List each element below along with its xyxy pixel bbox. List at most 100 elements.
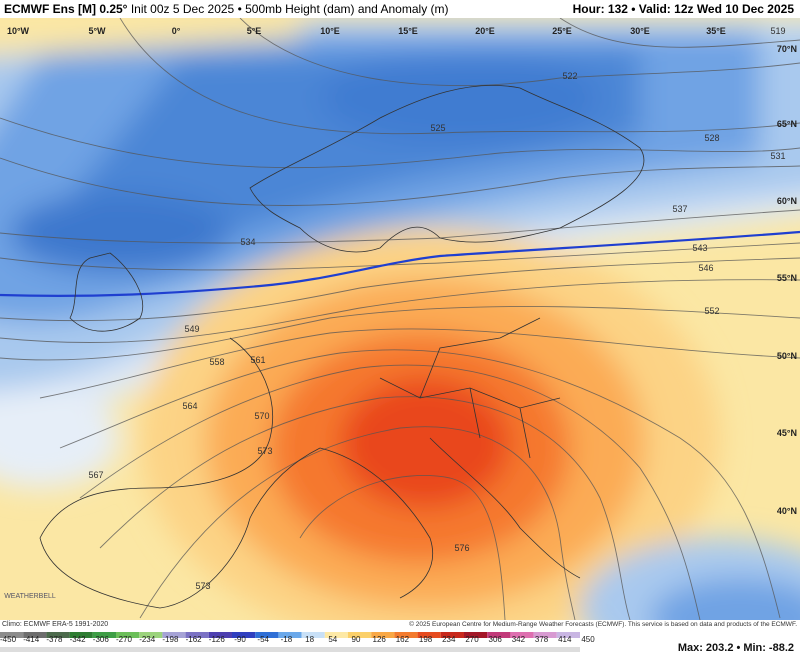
longitude-label: 35°E [706, 26, 726, 36]
contour-label: 531 [770, 151, 785, 161]
contour-label: 549 [184, 324, 199, 334]
longitude-label: 30°E [630, 26, 650, 36]
colorbar-swatch [278, 632, 302, 638]
colorbar-label: 90 [352, 635, 361, 644]
colorbar-label: -90 [234, 635, 246, 644]
contour-label: 570 [254, 411, 269, 421]
contour-label: 564 [182, 401, 197, 411]
contour-label: 552 [704, 306, 719, 316]
colorbar-label: 306 [489, 635, 503, 644]
colorbar-label: -18 [281, 635, 293, 644]
colorbar-label: -414 [23, 635, 40, 644]
contour-label: 573 [195, 581, 210, 591]
colorbar-swatch [440, 632, 464, 638]
longitude-label: 20°E [475, 26, 495, 36]
stat-separator: • [736, 642, 740, 654]
colorbar-label: -378 [46, 635, 63, 644]
colorbar-label: 270 [465, 635, 479, 644]
reference-contour [0, 230, 800, 297]
colorbar-swatch [301, 632, 325, 638]
colorbar-label: 450 [581, 635, 595, 644]
climo-note: Climo: ECMWF ERA-5 1991-2020 [2, 621, 108, 628]
contour-label: 522 [562, 71, 577, 81]
coastlines [39, 85, 645, 609]
model: ECMWF Ens [M] 0.25° [4, 2, 128, 16]
longitude-label: 25°E [552, 26, 572, 36]
latitude-label: 60°N [777, 196, 797, 206]
longitude-label: 5°E [247, 26, 262, 36]
colorbar-label: 342 [512, 635, 526, 644]
contour-label: 576 [454, 543, 469, 553]
colorbar-label: 378 [535, 635, 549, 644]
colorbar-label: -234 [139, 635, 156, 644]
colorbar-label: 198 [419, 635, 433, 644]
colorbar: -450 -414 -378 -342 -306 -270 -234 -198 -162 -126… [0, 632, 794, 654]
colorbar-swatch [46, 632, 70, 638]
contour-label: 528 [704, 133, 719, 143]
contour-label: 573 [257, 446, 272, 456]
contour-label: 525 [430, 123, 445, 133]
colorbar-label: 162 [396, 635, 410, 644]
latitude-label: 70°N [777, 44, 797, 54]
colorbar-swatch [487, 632, 511, 638]
colorbar-label: -450 [0, 635, 17, 644]
latitude-label: 55°N [777, 273, 797, 283]
colorbar-label: -54 [257, 635, 269, 644]
longitude-label: 5°W [88, 26, 106, 36]
anomaly-field [0, 18, 800, 620]
contour-label: 519 [770, 26, 785, 36]
colorbar-label: -342 [70, 635, 87, 644]
contour-label: 537 [672, 204, 687, 214]
height-contours [0, 18, 800, 620]
latitude-label: 65°N [777, 119, 797, 129]
colorbar-swatch [556, 632, 580, 638]
colorbar-swatch [324, 632, 348, 638]
colorbar-swatch [116, 632, 140, 638]
map: 10°W 5°W 0° 5°E 10°E 15°E 20°E 25°E 30°E 35°E 70°N… [0, 18, 800, 654]
valid-time: Hour: 132 • Valid: 12z Wed 10 Dec 2025 [572, 2, 794, 16]
latitude-label: 50°N [777, 351, 797, 361]
colorbar-label: -126 [209, 635, 226, 644]
colorbar-swatch [510, 632, 534, 638]
header: ECMWF Ens [M] 0.25° Init 00z 5 Dec 2025 … [0, 0, 800, 18]
colorbar-label: 126 [373, 635, 387, 644]
colorbar-label: 234 [442, 635, 456, 644]
latitude-label: 40°N [777, 506, 797, 516]
contour-label: 567 [88, 470, 103, 480]
colorbar-label: -198 [162, 635, 179, 644]
longitude-label: 10°W [7, 26, 30, 36]
colorbar-swatch [185, 632, 209, 638]
map-labels: 10°W 5°W 0° 5°E 10°E 15°E 20°E 25°E 30°E 35°E 70°N… [2, 26, 797, 628]
colorbar-swatch [464, 632, 488, 638]
contour-label: 534 [240, 237, 255, 247]
colorbar-swatch-strip [0, 647, 580, 652]
colorbar-swatch [348, 632, 372, 638]
stat-min-label: Min: [743, 642, 766, 654]
colorbar-swatch [162, 632, 186, 638]
colorbar-swatch [232, 632, 256, 638]
colorbar-swatch [533, 632, 557, 638]
colorbar-label: -162 [186, 635, 203, 644]
longitude-label: 15°E [398, 26, 418, 36]
description: Init 00z 5 Dec 2025 • 500mb Height (dam)… [130, 2, 449, 16]
contour-label: 558 [209, 357, 224, 367]
colorbar-swatch [23, 632, 47, 638]
contour-label: 543 [692, 243, 707, 253]
stats: Max: 203.2 • Min: -88.2 [678, 642, 794, 654]
stat-max-label: Max: [678, 642, 703, 654]
stat-min: -88.2 [769, 642, 794, 654]
colorbar-swatch [69, 632, 93, 638]
colorbar-label: -306 [93, 635, 110, 644]
colorbar-label: -270 [116, 635, 133, 644]
colorbar-label: 414 [558, 635, 572, 644]
colorbar-label: 54 [328, 635, 337, 644]
colorbar-swatch [394, 632, 418, 638]
contour-label: 546 [698, 263, 713, 273]
latitude-label: 45°N [777, 428, 797, 438]
stat-max: 203.2 [706, 642, 734, 654]
colorbar-swatch [417, 632, 441, 638]
colorbar-swatch [139, 632, 163, 638]
colorbar-swatch [371, 632, 395, 638]
longitude-label: 0° [172, 26, 181, 36]
